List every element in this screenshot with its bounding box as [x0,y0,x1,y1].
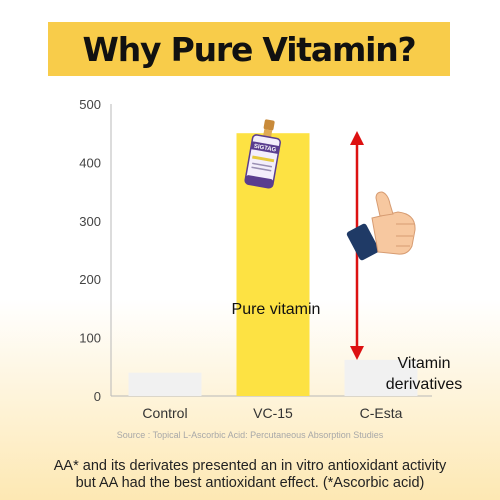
chart-title: Why Pure Vitamin? [82,29,417,69]
thumbs-up-icon [346,191,416,261]
y-tick-label: 500 [79,97,101,112]
y-tick-label: 100 [79,331,101,346]
vitamin-derivatives-label-line1: Vitamin [397,355,450,372]
bar-control [128,372,202,396]
title-band [48,22,450,76]
x-tick-label: C-Esta [360,405,403,421]
y-axis-ticks: 0 100 200 300 400 500 [79,97,101,404]
y-tick-label: 300 [79,214,101,229]
source-note: Source : Topical L-Ascorbic Acid: Percut… [116,430,384,440]
bottle-brand-text: SIGTAG [253,144,277,154]
x-tick-label: VC-15 [253,405,293,421]
y-tick-label: 400 [79,155,101,170]
bar-c-esta [344,359,418,396]
caption-line-2: but AA had the best antioxidant effect. … [75,475,425,491]
caption: AA* and its derivates presented an in vi… [10,458,490,492]
vitamin-derivatives-label-line2: derivatives [386,376,462,393]
pure-vitamin-label: Pure vitamin [232,301,321,318]
y-tick-label: 200 [79,272,101,287]
x-tick-label: Control [142,405,187,421]
x-axis-labels: Control VC-15 C-Esta [142,405,402,421]
caption-line-1: AA* and its derivates presented an in vi… [53,458,447,474]
chart-title-band: Why Pure Vitamin? [48,22,450,76]
y-tick-label: 0 [94,389,101,404]
serum-bottle-icon: SIGTAG [244,119,281,189]
